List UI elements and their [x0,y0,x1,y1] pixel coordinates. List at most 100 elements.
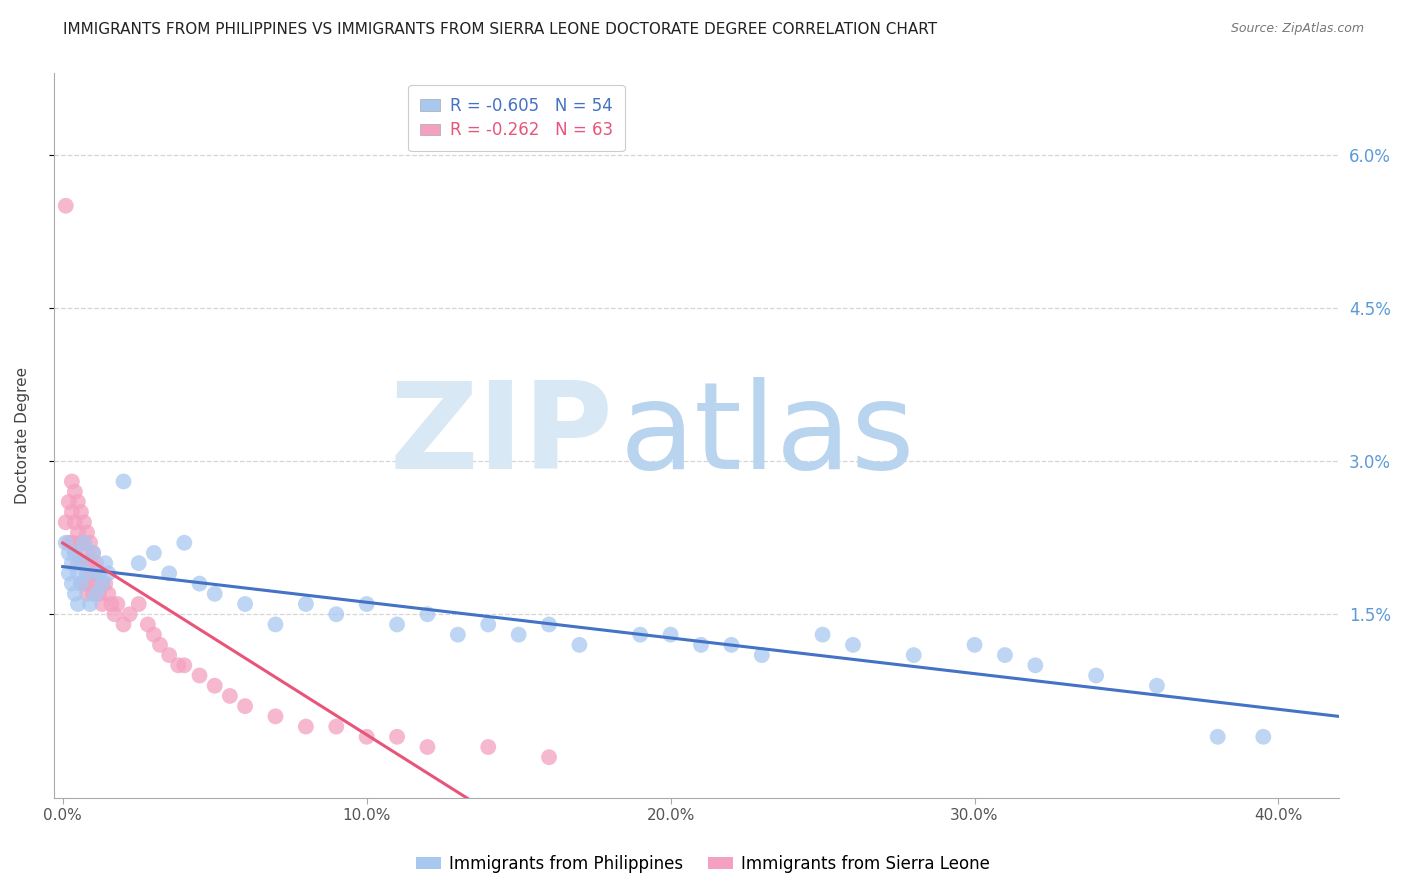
Point [219,689,242,703]
Point [1253,730,1275,744]
Point [264,617,287,632]
Point [103,607,125,622]
Point [508,628,530,642]
Point [568,638,591,652]
Point [55,199,77,213]
Point [63,546,86,560]
Point [751,648,773,662]
Point [204,587,226,601]
Point [173,535,195,549]
Point [325,720,347,734]
Point [903,648,925,662]
Point [66,556,89,570]
Point [58,546,80,560]
Point [128,556,150,570]
Point [477,739,499,754]
Point [79,556,101,570]
Point [73,535,96,549]
Point [76,566,98,581]
Point [100,597,122,611]
Point [1146,679,1168,693]
Point [97,566,120,581]
Point [385,617,408,632]
Point [76,587,98,601]
Point [295,597,318,611]
Point [63,546,86,560]
Point [91,597,114,611]
Point [149,638,172,652]
Point [112,617,135,632]
Point [73,556,96,570]
Point [107,597,129,611]
Point [89,587,111,601]
Point [295,720,318,734]
Point [82,587,104,601]
Text: Source: ZipAtlas.com: Source: ZipAtlas.com [1230,22,1364,36]
Point [63,587,86,601]
Point [142,546,165,560]
Point [73,576,96,591]
Point [70,535,93,549]
Point [994,648,1017,662]
Point [73,535,96,549]
Point [173,658,195,673]
Point [55,516,77,530]
Point [204,679,226,693]
Point [628,628,651,642]
Point [70,556,93,570]
Point [55,535,77,549]
Point [66,566,89,581]
Point [112,475,135,489]
Point [94,576,117,591]
Point [416,739,439,754]
Point [416,607,439,622]
Point [356,597,378,611]
Point [82,546,104,560]
Point [233,699,256,714]
Point [70,505,93,519]
Point [720,638,742,652]
Point [157,648,180,662]
Point [58,566,80,581]
Point [356,730,378,744]
Text: ZIP: ZIP [389,377,613,494]
Point [76,566,98,581]
Point [963,638,986,652]
Point [167,658,190,673]
Point [188,576,211,591]
Point [66,597,89,611]
Point [97,587,120,601]
Point [82,546,104,560]
Point [66,495,89,509]
Point [811,628,834,642]
Point [477,617,499,632]
Point [70,556,93,570]
Point [690,638,713,652]
Point [84,587,107,601]
Point [70,576,93,591]
Text: IMMIGRANTS FROM PHILIPPINES VS IMMIGRANTS FROM SIERRA LEONE DOCTORATE DEGREE COR: IMMIGRANTS FROM PHILIPPINES VS IMMIGRANT… [63,22,938,37]
Point [63,516,86,530]
Point [89,566,111,581]
Point [188,668,211,682]
Point [79,597,101,611]
Legend: Immigrants from Philippines, Immigrants from Sierra Leone: Immigrants from Philippines, Immigrants … [409,848,997,880]
Point [70,576,93,591]
Point [264,709,287,723]
Point [233,597,256,611]
Point [76,525,98,540]
Point [91,576,114,591]
Point [537,617,560,632]
Point [842,638,865,652]
Point [82,566,104,581]
Point [58,535,80,549]
Point [94,556,117,570]
Point [1206,730,1229,744]
Point [385,730,408,744]
Point [76,546,98,560]
Point [79,535,101,549]
Point [84,556,107,570]
Legend: R = -0.605   N = 54, R = -0.262   N = 63: R = -0.605 N = 54, R = -0.262 N = 63 [408,85,624,151]
Point [79,576,101,591]
Point [1024,658,1046,673]
